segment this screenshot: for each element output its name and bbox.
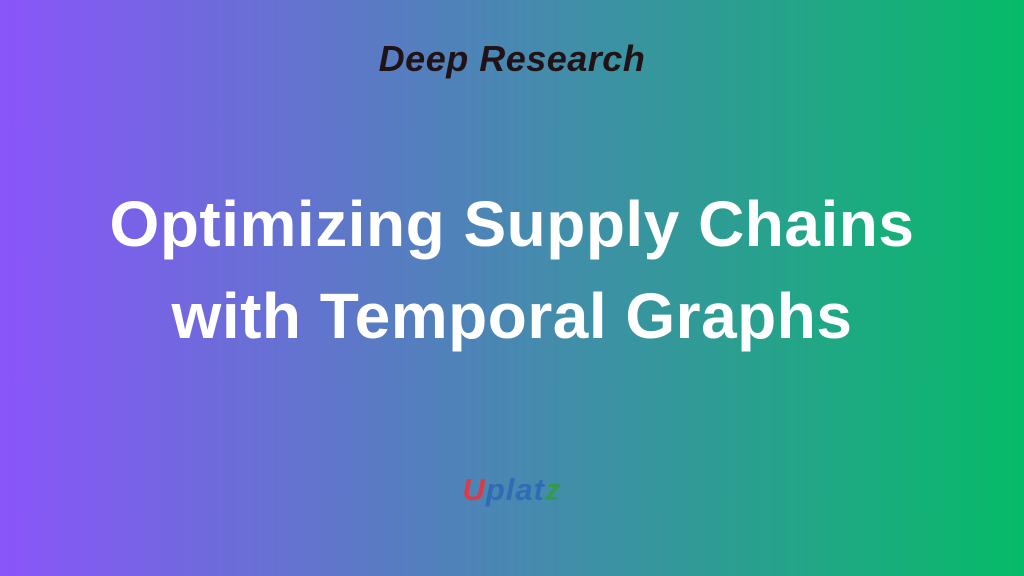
uplatz-logo: Uplatz bbox=[0, 472, 1024, 508]
page-title: Optimizing Supply Chains with Temporal G… bbox=[0, 178, 1024, 362]
logo-segment-plat: plat bbox=[485, 472, 545, 507]
logo-segment-z: z bbox=[545, 472, 562, 507]
title-line-1: Optimizing Supply Chains bbox=[109, 188, 915, 260]
kicker-deep-research: Deep Research bbox=[378, 38, 646, 79]
logo-segment-u: U bbox=[462, 472, 486, 507]
title-line-2: with Temporal Graphs bbox=[171, 280, 853, 352]
